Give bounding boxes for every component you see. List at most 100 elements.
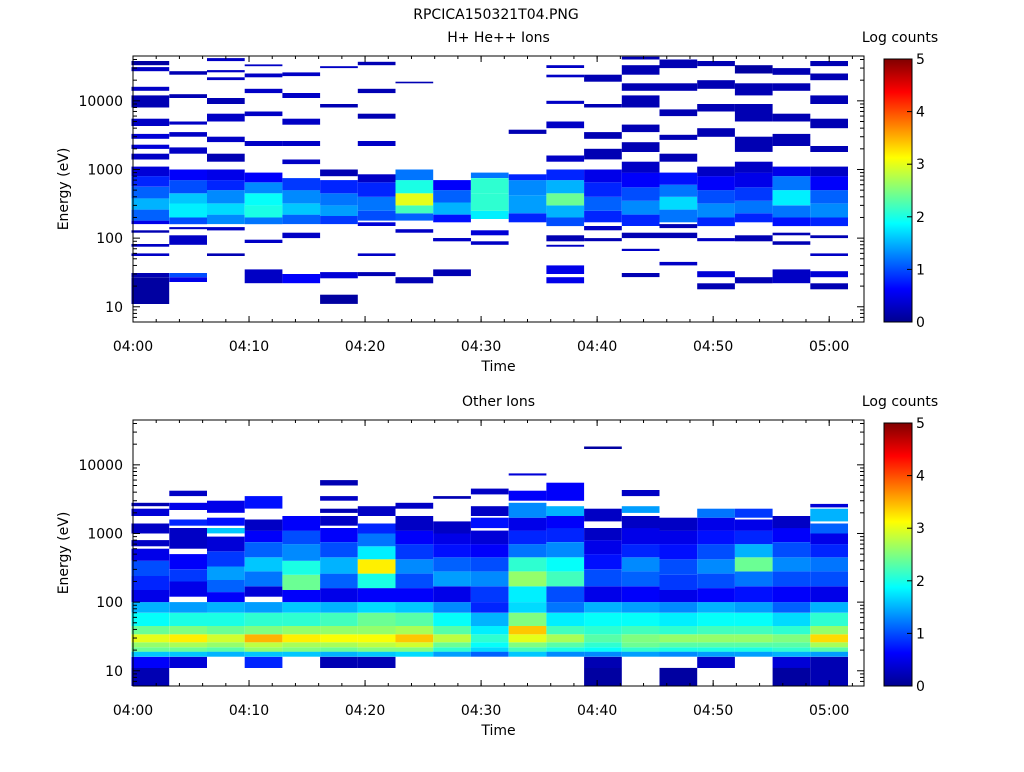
spectrogram-cell	[584, 182, 622, 197]
spectrogram-cell	[697, 544, 735, 560]
spectrogram-cell	[659, 574, 698, 590]
spectrogram-cell	[244, 496, 283, 509]
x-tick-label: 04:50	[693, 339, 733, 355]
spectrogram-cell	[169, 581, 207, 597]
spectrogram-cell	[357, 253, 396, 256]
spectrogram-cell	[131, 86, 170, 91]
spectrogram-cell	[131, 523, 170, 534]
spectrogram-cell	[772, 625, 811, 635]
spectrogram-cell	[659, 590, 698, 603]
spectrogram-cell	[320, 508, 358, 513]
spectrogram-cell	[659, 209, 698, 223]
spectrogram-cell	[207, 253, 245, 256]
spectrogram-cell	[131, 548, 170, 561]
spectrogram-cell	[621, 586, 660, 603]
spectrogram-cell	[131, 61, 170, 66]
spectrogram-cell	[169, 528, 207, 549]
spectrogram-cell	[810, 217, 848, 227]
spectrogram-cell	[207, 647, 245, 652]
spectrogram-cell	[659, 602, 698, 613]
spectrogram-cell	[244, 651, 283, 657]
x-tick-label: 05:00	[809, 703, 849, 719]
spectrogram-cell	[697, 530, 735, 545]
x-tick-label: 04:30	[461, 703, 501, 719]
spectrogram-cell	[810, 190, 848, 204]
spectrogram-cell	[207, 592, 245, 603]
spectrogram-cell	[734, 612, 773, 626]
spectrogram-cell	[131, 612, 170, 626]
spectrogram-cell	[508, 634, 547, 643]
spectrogram-cell	[584, 528, 622, 541]
spectrogram-cell	[546, 265, 585, 274]
spectrogram-cell	[357, 573, 396, 589]
spectrogram-cell	[508, 502, 547, 518]
spectrogram-cell	[621, 571, 660, 587]
spectrogram-cell	[697, 573, 735, 589]
spectrogram-cell	[546, 612, 585, 626]
spectrogram-cell	[734, 634, 773, 643]
spectrogram-cell	[357, 272, 396, 277]
y-tick-label: 10000	[78, 94, 123, 110]
spectrogram-cell	[169, 642, 207, 648]
spectrogram-cell	[584, 625, 622, 635]
spectrogram-cell	[470, 210, 509, 219]
spectrogram-cell	[810, 283, 848, 290]
spectrogram-cell	[169, 634, 207, 643]
spectrogram-cell	[207, 566, 245, 580]
spectrogram-cell	[282, 602, 321, 613]
spectrogram-cell	[433, 214, 471, 223]
plot-frame	[132, 419, 865, 687]
panel-title: H+ He++ Ions	[447, 30, 550, 46]
spectrogram-cell	[470, 488, 509, 495]
spectrogram-cell	[810, 651, 848, 657]
spectrogram-cell	[244, 530, 283, 542]
spectrogram-cell	[282, 516, 321, 531]
spectrogram-cell	[697, 176, 735, 191]
spectrogram-cell	[433, 544, 471, 558]
spectrogram-cell	[621, 161, 660, 173]
colorbar-tick-label: 5	[916, 52, 925, 68]
spectrogram-cell	[244, 625, 283, 635]
spectrogram-cell	[734, 172, 773, 188]
spectrogram-cell	[244, 586, 283, 597]
spectrogram-cell	[659, 530, 698, 545]
spectrogram-cell	[357, 196, 396, 211]
spectrogram-cell	[810, 271, 848, 278]
spectrogram-cell	[433, 571, 471, 587]
spectrogram-cell	[433, 202, 471, 215]
spectrogram-cell	[470, 571, 509, 587]
spectrogram-cell	[508, 642, 547, 648]
spectrogram-cell	[659, 232, 698, 239]
spectrogram-cell	[810, 508, 848, 522]
spectrogram-cell	[169, 94, 207, 98]
colorbar	[883, 422, 913, 687]
spectrogram-cell	[546, 571, 585, 587]
spectrogram-cell	[282, 214, 321, 225]
spectrogram-cell	[508, 602, 547, 613]
spectrogram-cell	[621, 273, 660, 278]
spectrogram-cell	[131, 220, 170, 225]
spectrogram-cell	[621, 214, 660, 226]
spectrogram-cell	[207, 580, 245, 593]
spectrogram-cell	[320, 602, 358, 613]
spectrogram-cell	[395, 229, 434, 233]
spectrogram-cell	[810, 647, 848, 652]
figure-title: RPCICA150321T04.PNG	[413, 7, 578, 23]
spectrogram-cell	[659, 651, 698, 657]
spectrogram-cell	[433, 642, 471, 648]
spectrogram-cell	[433, 586, 471, 603]
spectrogram-cell	[207, 517, 245, 526]
spectrogram-cell	[621, 625, 660, 635]
spectrogram-cell	[357, 612, 396, 626]
spectrogram-cell	[320, 656, 358, 668]
spectrogram-cell	[207, 136, 245, 143]
spectrogram-cell	[546, 602, 585, 613]
spectrogram-cell	[357, 634, 396, 643]
spectrogram-cell	[395, 205, 434, 214]
spectrogram-cell	[131, 253, 170, 256]
spectrogram-cell	[282, 232, 321, 239]
spectrogram-cell	[734, 544, 773, 558]
spectrogram-cell	[320, 480, 358, 486]
spectrogram-cell	[244, 519, 283, 531]
spectrogram-cell	[282, 590, 321, 603]
